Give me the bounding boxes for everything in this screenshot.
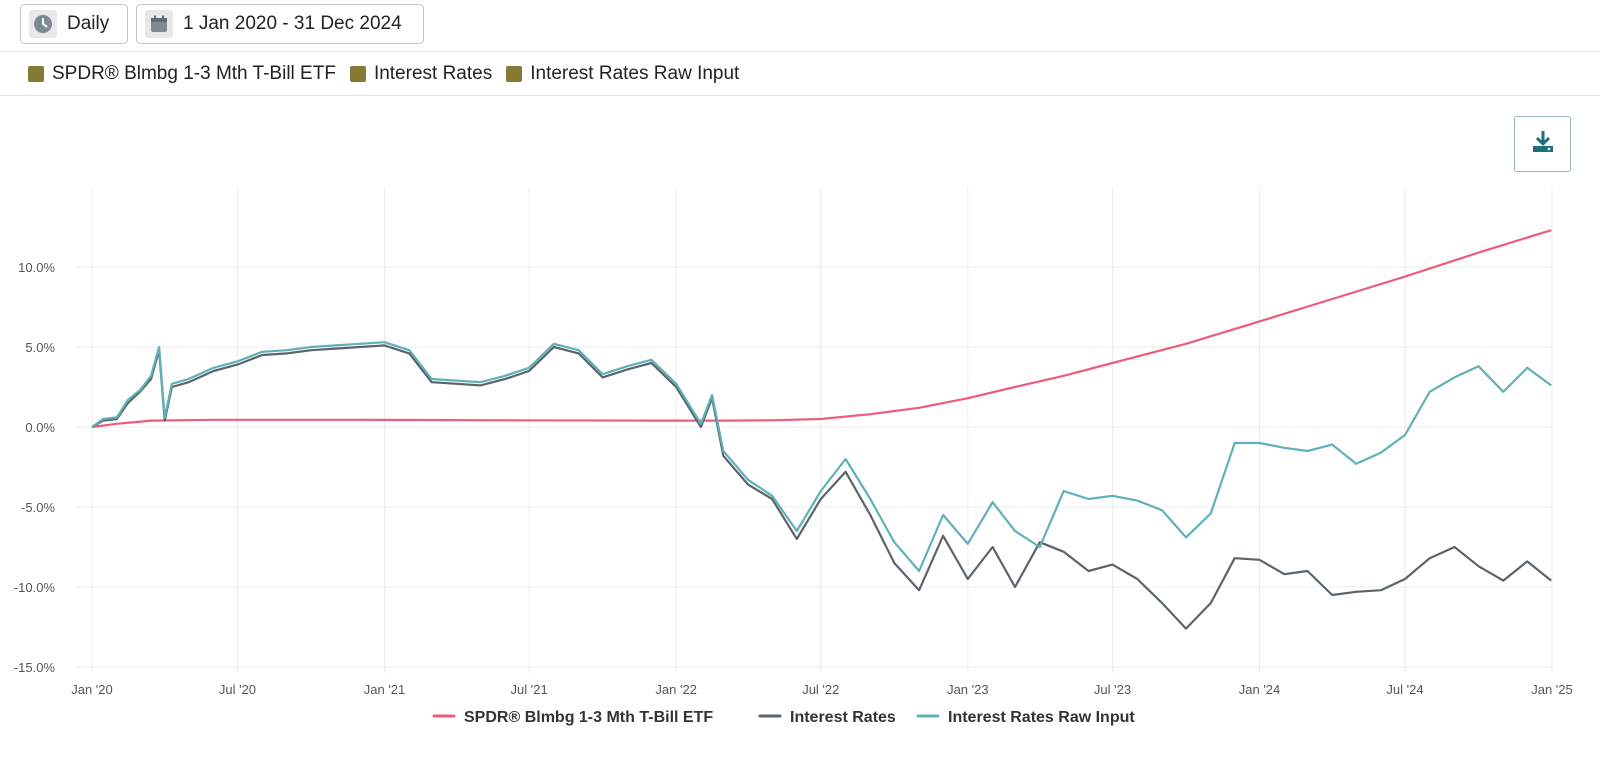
grid [75, 187, 1553, 673]
y-tick-label: 0.0% [25, 420, 55, 435]
series-lines [91, 229, 1552, 630]
clock-icon [29, 10, 57, 38]
frequency-button[interactable]: Daily [20, 4, 128, 44]
calendar-icon [145, 10, 173, 38]
legend-label: SPDR® Blmbg 1-3 Mth T-Bill ETF [464, 709, 713, 726]
series-chip-interest-rates[interactable]: Interest Rates [349, 62, 493, 85]
series-swatch [506, 65, 523, 82]
x-tick-label: Jan '22 [655, 682, 697, 697]
legend-item-2[interactable]: Interest Rates Raw Input [916, 709, 1135, 726]
legend-item-1[interactable]: Interest Rates [758, 709, 896, 726]
x-tick-label: Jan '25 [1531, 682, 1573, 697]
x-axis: Jan '20 Jul '20 Jan '21 Jul '21 Jan '22 Jul '… [71, 682, 1573, 697]
line-chart: 10.0% 5.0% 0.0% -5.0% -10.0% -15.0% Jan '20 Ju… [14, 187, 1573, 726]
series-chip-label: Interest Rates [373, 62, 493, 84]
series-swatch [349, 65, 366, 82]
series-swatch [28, 65, 44, 82]
y-tick-label: -15.0% [14, 660, 56, 675]
series-chip-label: Interest Rates Raw Input [530, 62, 740, 84]
legend-label: Interest Rates Raw Input [948, 709, 1135, 726]
download-icon [1530, 129, 1556, 160]
y-tick-label: 5.0% [25, 340, 55, 355]
series-chip-raw-input[interactable]: Interest Rates Raw Input [506, 63, 739, 85]
x-tick-label: Jan '20 [71, 682, 113, 697]
y-axis: 10.0% 5.0% 0.0% -5.0% -10.0% -15.0% [14, 260, 56, 675]
x-tick-label: Jan '24 [1239, 682, 1281, 697]
series-line-0[interactable] [91, 229, 1552, 429]
y-tick-label: 10.0% [18, 260, 55, 275]
x-tick-label: Jan '23 [947, 682, 989, 697]
series-chip-etf[interactable]: SPDR® Blmbg 1-3 Mth T-Bill ETF [28, 63, 336, 85]
legend-label: Interest Rates [790, 709, 896, 726]
x-tick-label: Jul '20 [219, 682, 256, 697]
x-tick-label: Jul '22 [802, 682, 839, 697]
x-tick-label: Jul '21 [511, 682, 548, 697]
y-tick-label: -10.0% [14, 580, 56, 595]
series-filter-bar: SPDR® Blmbg 1-3 Mth T-Bill ETF Interest … [0, 52, 1600, 96]
legend-item-0[interactable]: SPDR® Blmbg 1-3 Mth T-Bill ETF [432, 709, 713, 726]
x-tick-label: Jan '21 [364, 682, 406, 697]
download-button[interactable] [1514, 116, 1571, 172]
series-chip-label: SPDR® Blmbg 1-3 Mth T-Bill ETF [52, 62, 336, 84]
frequency-label: Daily [67, 13, 110, 34]
series-line-1[interactable] [91, 344, 1552, 630]
date-range-label: 1 Jan 2020 - 31 Dec 2024 [183, 13, 402, 34]
x-tick-label: Jul '23 [1094, 682, 1131, 697]
legend: SPDR® Blmbg 1-3 Mth T-Bill ETF Interest R… [432, 709, 1135, 726]
x-tick-label: Jul '24 [1386, 682, 1423, 697]
series-line-2[interactable] [91, 341, 1552, 573]
date-range-button[interactable]: 1 Jan 2020 - 31 Dec 2024 [136, 4, 424, 44]
y-tick-label: -5.0% [21, 500, 55, 515]
toolbar: Daily 1 Jan 2020 - 31 Dec 2024 [0, 0, 1600, 52]
